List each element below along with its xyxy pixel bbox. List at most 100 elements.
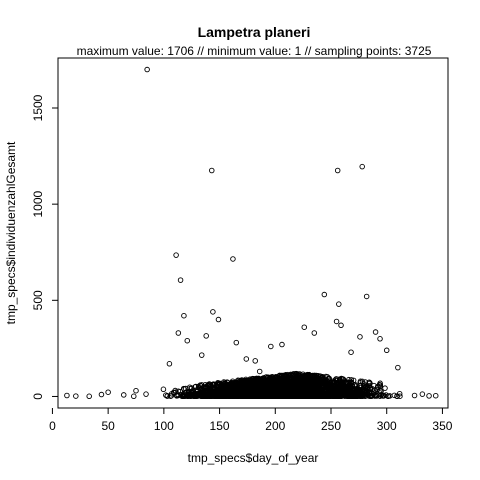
data-point bbox=[339, 390, 345, 396]
data-point bbox=[289, 375, 295, 382]
y-tick-label-1: 500 bbox=[31, 290, 45, 310]
data-point bbox=[187, 393, 194, 399]
x-tick-label-1: 50 bbox=[101, 419, 115, 433]
data-point bbox=[339, 375, 346, 382]
data-point bbox=[167, 393, 174, 399]
data-point bbox=[250, 391, 257, 398]
data-point bbox=[264, 387, 271, 394]
data-point bbox=[340, 376, 346, 383]
data-point bbox=[301, 324, 308, 330]
data-point bbox=[177, 277, 184, 283]
data-point bbox=[317, 373, 324, 379]
data-point bbox=[295, 393, 301, 400]
data-point bbox=[326, 392, 332, 399]
x-axis: 0 50 100 150 200 250 300 350 bbox=[49, 408, 453, 433]
data-point bbox=[333, 377, 340, 384]
data-point bbox=[287, 375, 293, 381]
data-point bbox=[279, 391, 286, 397]
data-point bbox=[258, 382, 265, 388]
data-point bbox=[345, 382, 352, 388]
data-point bbox=[236, 383, 242, 389]
data-point bbox=[221, 393, 227, 399]
data-point bbox=[256, 393, 262, 399]
data-point bbox=[289, 393, 295, 400]
data-points bbox=[64, 66, 439, 400]
data-point bbox=[241, 393, 247, 399]
data-point bbox=[367, 386, 373, 393]
data-point bbox=[262, 387, 269, 394]
data-point bbox=[353, 391, 359, 397]
data-point bbox=[230, 256, 236, 262]
data-point bbox=[131, 393, 137, 400]
data-point bbox=[359, 387, 365, 393]
data-point bbox=[313, 386, 320, 393]
data-point bbox=[210, 381, 217, 388]
x-tick-label-7: 350 bbox=[432, 419, 452, 433]
data-point bbox=[168, 392, 175, 399]
data-point bbox=[193, 383, 199, 390]
y-tick-label-2: 1000 bbox=[31, 190, 45, 217]
data-point bbox=[336, 301, 342, 307]
data-point bbox=[283, 374, 290, 381]
data-point bbox=[195, 383, 202, 390]
data-point bbox=[160, 386, 167, 393]
data-point bbox=[290, 389, 296, 396]
data-point bbox=[333, 318, 340, 325]
data-point bbox=[325, 375, 332, 382]
data-point bbox=[279, 341, 285, 348]
data-point bbox=[259, 375, 265, 382]
data-point bbox=[364, 390, 371, 397]
data-point bbox=[209, 167, 215, 174]
data-point bbox=[432, 392, 439, 399]
data-point bbox=[210, 309, 216, 315]
data-point bbox=[309, 393, 315, 399]
data-point bbox=[216, 381, 223, 388]
data-point bbox=[318, 380, 324, 386]
data-point bbox=[230, 386, 237, 393]
data-point bbox=[338, 322, 344, 329]
data-point bbox=[262, 393, 269, 399]
data-point bbox=[357, 334, 363, 340]
data-point bbox=[233, 379, 239, 385]
data-point bbox=[300, 380, 306, 386]
data-point bbox=[179, 393, 185, 400]
data-point bbox=[323, 379, 329, 386]
data-point bbox=[352, 381, 358, 388]
data-point bbox=[343, 393, 350, 399]
data-point bbox=[64, 392, 70, 399]
data-point bbox=[212, 384, 218, 391]
data-point bbox=[120, 392, 127, 398]
data-point bbox=[234, 390, 241, 397]
data-point bbox=[339, 382, 345, 389]
data-point bbox=[133, 387, 139, 394]
data-point bbox=[265, 374, 271, 381]
data-point bbox=[229, 383, 235, 390]
data-point bbox=[210, 392, 217, 399]
y-axis-label: tmp_specs$individuenzahlGesamt bbox=[4, 141, 18, 324]
data-point bbox=[144, 66, 150, 73]
y-axis: 0 500 1000 1500 bbox=[31, 94, 58, 400]
x-tick-label-5: 250 bbox=[321, 419, 341, 433]
data-point bbox=[233, 339, 240, 346]
data-point bbox=[320, 379, 327, 386]
x-tick-label-2: 100 bbox=[154, 419, 174, 433]
x-tick-label-3: 150 bbox=[210, 419, 230, 433]
data-point bbox=[426, 393, 432, 399]
data-point bbox=[174, 391, 181, 397]
data-point bbox=[73, 393, 79, 399]
data-point bbox=[274, 387, 280, 393]
data-point bbox=[175, 330, 182, 336]
data-point bbox=[247, 388, 253, 395]
data-point bbox=[332, 376, 339, 383]
data-point bbox=[293, 379, 299, 386]
data-point bbox=[391, 392, 398, 399]
data-point bbox=[272, 381, 278, 388]
data-point bbox=[272, 393, 279, 399]
data-point bbox=[385, 393, 392, 399]
data-point bbox=[217, 393, 223, 400]
data-point bbox=[213, 393, 219, 399]
data-point bbox=[370, 391, 377, 397]
data-point bbox=[295, 374, 302, 380]
data-point bbox=[348, 386, 355, 393]
